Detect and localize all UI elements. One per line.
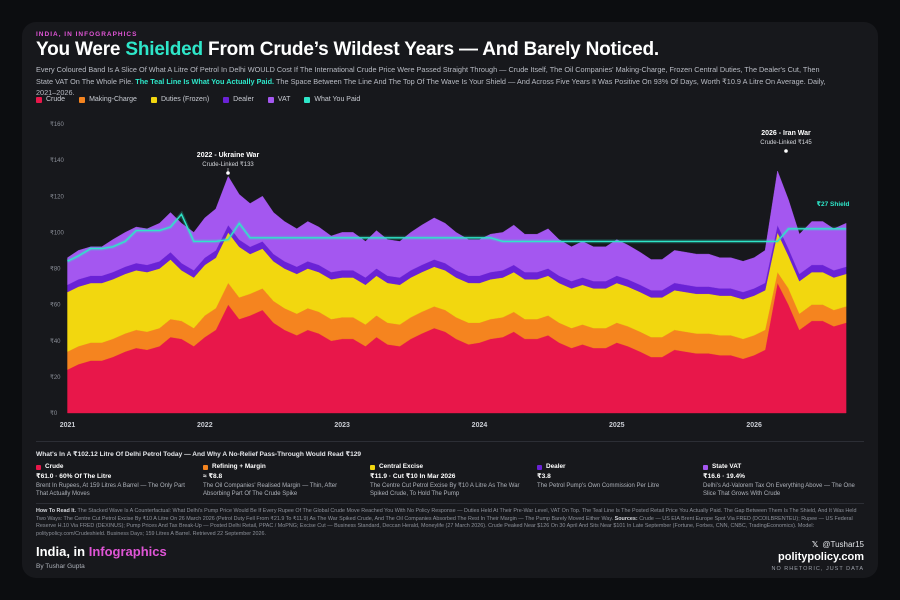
footnote-lead: How To Read It. [36, 508, 77, 514]
item-name: Dealer [546, 463, 566, 470]
divider [36, 441, 864, 442]
legend-item: What You Paid [304, 96, 360, 103]
legend-item: Dealer [223, 96, 254, 103]
breakdown-item: Crude ₹61.0 · 60% Of The Litre Brent In Ru… [36, 463, 194, 498]
legend-label: Making-Charge [89, 96, 137, 103]
item-value: ≈ ₹8.8 [203, 473, 223, 480]
sources-label: Sources: [614, 515, 638, 522]
legend: Crude Making-Charge Duties (Frozen) Dealer V… [36, 96, 360, 103]
item-value: ₹16.6 · 19.4% [703, 473, 745, 480]
legend-swatch [79, 96, 86, 103]
breakdown-item: State VAT ₹16.6 · 19.4% Delhi's Ad-Valorem… [703, 463, 861, 498]
legend-swatch [36, 96, 42, 103]
item-name: Refining + Margin [212, 463, 266, 470]
eyebrow: INDIA, IN INFOGRAPHICS [36, 31, 138, 38]
item-desc: Delhi's Ad-Valorem Tax On Everything Abo… [703, 483, 855, 497]
legend-label: What You Paid [314, 96, 361, 103]
item-name: State VAT [712, 463, 742, 470]
title-text: You Were [36, 39, 126, 60]
brand: India, in Infographics [36, 544, 167, 559]
title-highlight: Shielded [125, 39, 203, 60]
subtitle-text: The Space Between The Line And The Top O… [36, 76, 826, 98]
item-name: Crude [45, 463, 64, 470]
item-name: Central Excise [379, 463, 424, 470]
item-desc: The Petrol Pump's Own Commission Per Lit… [537, 483, 660, 489]
divider [36, 503, 864, 504]
handle-text: @Tushar15 [822, 540, 864, 549]
legend-swatch [267, 96, 274, 103]
legend-item: VAT [267, 96, 291, 103]
item-value: ₹61.0 · 60% Of The Litre [36, 473, 112, 480]
item-value: ₹11.9 · Cut ₹10 In Mar 2026 [370, 473, 456, 480]
subtitle: Every Coloured Band Is A Slice Of What A… [36, 64, 836, 99]
item-desc: The Oil Companies' Realised Margin — Thi… [203, 483, 338, 497]
legend-item: Making-Charge [79, 96, 137, 103]
footnote: How To Read It. The Stacked Wave Is A Co… [36, 508, 866, 538]
breakdown-heading: What's In A ₹102.12 Litre Of Delhi Petro… [36, 451, 362, 458]
byline: By Tushar Gupta [36, 563, 85, 570]
tagline: NO RHETORIC, JUST DATA [771, 566, 864, 572]
legend-swatch [223, 96, 230, 103]
legend-swatch [150, 96, 157, 103]
legend-item: Duties (Frozen) [150, 96, 210, 103]
subtitle-highlight: The Teal Line Is What You Actually Paid. [135, 76, 275, 86]
breakdown-item: Dealer ₹3.8 The Petrol Pump's Own Commissi… [537, 463, 695, 490]
item-desc: Brent In Rupees, At 159 Litres A Barrel … [36, 483, 185, 497]
item-value: ₹3.8 [537, 473, 551, 480]
handle: 𝕏 @Tushar15 [812, 540, 864, 549]
subtitle-text: Every Coloured Band Is A Slice Of What A… [36, 65, 820, 86]
x-icon: 𝕏 [811, 540, 819, 549]
legend-item: Crude [36, 96, 65, 103]
item-desc: The Centre Cut Petrol Excise By ₹10 A Li… [370, 483, 520, 497]
breakdown-item: Refining + Margin ≈ ₹8.8 The Oil Companies… [203, 463, 361, 498]
legend-label: Crude [46, 96, 66, 103]
breakdown-item: Central Excise ₹11.9 · Cut ₹10 In Mar 202… [370, 463, 528, 498]
legend-label: VAT [277, 96, 291, 103]
legend-label: Duties (Frozen) [160, 96, 210, 103]
footnote-body: The Stacked Wave Is A Counterfactual: Wh… [36, 508, 857, 522]
brand-text: India, in [36, 544, 89, 559]
title-text: From Crude’s Wildest Years — And Barely … [202, 39, 659, 60]
chart-title: You Were Shielded From Crude’s Wildest Y… [36, 39, 659, 61]
sources: Crude — US EIA Brent Europe Spot Via FRE… [36, 515, 853, 537]
site[interactable]: politypolicy.com [778, 551, 864, 563]
brand-highlight: Infographics [88, 544, 167, 559]
legend-label: Dealer [233, 96, 254, 103]
legend-swatch [304, 96, 311, 103]
